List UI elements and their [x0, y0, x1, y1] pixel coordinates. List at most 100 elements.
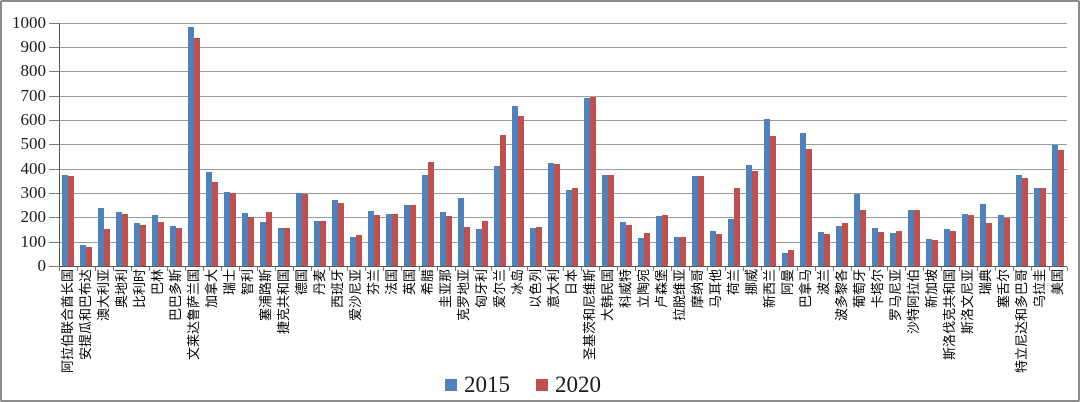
x-axis-label: 拉脱维亚 [671, 269, 689, 400]
bar-2015 [727, 218, 734, 266]
gridline [59, 192, 1067, 194]
x-axis-label: 瑞典 [977, 269, 995, 400]
x-axis-tick [491, 267, 492, 271]
gridline [59, 95, 1067, 97]
x-axis-tick [905, 267, 906, 271]
x-axis-tick [977, 267, 978, 271]
x-axis-label-text: 立陶宛 [636, 269, 651, 309]
legend-swatch-2015 [445, 379, 457, 391]
x-axis-tick [77, 267, 78, 271]
bar-2015 [871, 228, 878, 266]
x-axis-tick [995, 267, 996, 271]
x-axis-label: 澳大利亚 [95, 269, 113, 400]
bar-2020 [302, 194, 309, 266]
x-axis-label-text: 新加坡 [924, 269, 939, 309]
bar-2020 [194, 38, 201, 266]
bar-2020 [230, 193, 237, 266]
y-axis-tick-label: 0 [37, 256, 47, 275]
x-axis-tick [527, 267, 528, 271]
bar-2020 [140, 225, 147, 266]
gridline [59, 217, 1067, 219]
bar-2015 [673, 236, 680, 266]
x-axis-label-text: 西班牙 [330, 269, 345, 309]
x-axis-label: 斯洛文尼亚 [959, 269, 977, 400]
y-axis-tick [49, 241, 59, 243]
x-axis-label: 卡塔尔 [869, 269, 887, 400]
bar-2020 [500, 135, 507, 266]
bar-2020 [896, 230, 903, 266]
bar-2020 [770, 135, 777, 266]
x-axis-tick [1067, 267, 1068, 271]
x-axis-label: 智利 [239, 269, 257, 400]
y-axis-tick-label: 900 [20, 36, 47, 56]
bar-2020 [842, 223, 849, 266]
x-axis-tick [113, 267, 114, 271]
x-axis-label-text: 澳大利亚 [96, 269, 111, 322]
x-axis-label: 文莱达鲁萨兰国 [185, 269, 203, 400]
x-axis-tick [707, 267, 708, 271]
x-axis-label-text: 葡萄牙 [852, 269, 867, 309]
x-axis-label: 卢森堡 [653, 269, 671, 400]
x-axis-tick [419, 267, 420, 271]
x-axis-label: 特立尼达和多巴哥 [1013, 269, 1031, 400]
legend-label-2020: 2020 [555, 372, 601, 397]
x-axis-label: 立陶宛 [635, 269, 653, 400]
x-axis-label: 比利时 [131, 269, 149, 400]
x-axis-tick [743, 267, 744, 271]
bar-2015 [133, 223, 140, 266]
bar-2015 [619, 222, 626, 266]
bar-2020 [878, 231, 885, 266]
x-axis-tick [563, 267, 564, 271]
bar-2020 [1022, 178, 1029, 266]
x-axis-tick [275, 267, 276, 271]
x-axis-label: 波兰 [815, 269, 833, 400]
bar-2015 [925, 239, 932, 266]
x-axis-tick [329, 267, 330, 271]
x-axis-label: 荷兰 [725, 269, 743, 400]
x-axis-tick [365, 267, 366, 271]
x-axis-label: 罗马尼亚 [887, 269, 905, 400]
bar-2015 [97, 207, 104, 266]
x-axis-tick [473, 267, 474, 271]
x-axis-tick [311, 267, 312, 271]
x-axis-label: 葡萄牙 [851, 269, 869, 400]
x-axis-label: 瑞士 [221, 269, 239, 400]
x-axis-label: 乌拉圭 [1031, 269, 1049, 400]
x-axis-tick [797, 267, 798, 271]
bar-2015 [565, 189, 572, 266]
bar-2015 [79, 245, 86, 266]
y-axis-tick [49, 46, 59, 48]
bar-2020 [680, 236, 687, 266]
bar-2015 [1051, 145, 1058, 266]
bar-2020 [356, 234, 363, 266]
x-axis-label: 希腊 [419, 269, 437, 400]
bar-2020 [248, 217, 255, 266]
x-axis-label-text: 奥地利 [114, 269, 129, 309]
x-axis-tick [167, 267, 168, 271]
x-axis-label: 摩纳哥 [689, 269, 707, 400]
bar-2020 [860, 209, 867, 266]
bar-2020 [716, 234, 723, 266]
bar-2015 [223, 191, 230, 266]
x-axis-label-text: 特立尼达和多巴哥 [1014, 269, 1029, 374]
x-axis-label-text: 英国 [402, 269, 417, 296]
x-axis-tick [149, 267, 150, 271]
bar-2015 [637, 237, 644, 266]
gridline [59, 168, 1067, 170]
x-axis-label: 新加坡 [923, 269, 941, 400]
y-axis-tick-label: 700 [20, 85, 47, 105]
x-axis-label: 挪威 [743, 269, 761, 400]
x-axis-label-text: 挪威 [744, 269, 759, 296]
gridline [59, 71, 1067, 73]
bar-2020 [788, 250, 795, 266]
bar-2020 [698, 175, 705, 266]
x-axis-tick [581, 267, 582, 271]
bar-2020 [932, 240, 939, 266]
legend-item-2015: 2015 [445, 372, 510, 398]
x-axis-label: 英国 [401, 269, 419, 400]
x-axis-label: 巴拿马 [797, 269, 815, 400]
x-axis-tick [653, 267, 654, 271]
x-axis-label: 波多黎各 [833, 269, 851, 400]
x-axis-label-text: 比利时 [132, 269, 147, 309]
